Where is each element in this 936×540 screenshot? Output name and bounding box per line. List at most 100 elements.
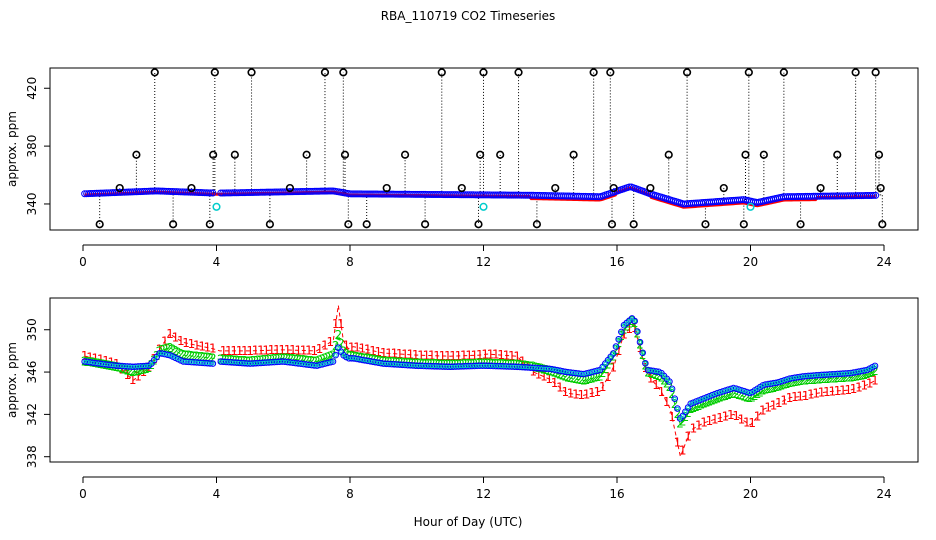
series-2-marker: 2 xyxy=(860,368,868,382)
series-2-marker: 2 xyxy=(505,357,513,371)
series-2-marker: 2 xyxy=(332,339,340,353)
series-3-point-inner xyxy=(686,405,690,410)
series-2-marker: 2 xyxy=(596,369,604,383)
bottom-x-tick-label: 8 xyxy=(346,487,354,501)
spike-point xyxy=(646,183,655,193)
series-2-marker: 2 xyxy=(428,357,436,371)
spike-point xyxy=(437,68,446,77)
series-2-marker: 2 xyxy=(246,354,254,368)
top-x-tick-label: 8 xyxy=(346,255,354,269)
bottom-y-axis-label: approx. ppm xyxy=(5,342,19,418)
series-2-marker: 2 xyxy=(577,373,585,387)
series-2-marker: 2 xyxy=(441,357,449,371)
series-2-marker: 2 xyxy=(770,381,778,395)
series-3-point-inner xyxy=(611,351,616,356)
series-3-point-inner xyxy=(670,387,674,391)
series-2-marker: 2 xyxy=(804,373,812,387)
series-1-marker: 1 xyxy=(401,347,409,361)
series-2-marker: 2 xyxy=(201,350,209,364)
series-2-marker: 2 xyxy=(863,367,871,381)
series-2-marker: 2 xyxy=(385,355,393,369)
spike-point xyxy=(741,150,750,159)
spike-point xyxy=(532,220,542,229)
series-2-marker: 2 xyxy=(754,387,762,401)
series-3-point xyxy=(327,358,334,366)
series-2-marker: 2 xyxy=(134,364,142,378)
series-2-marker: 2 xyxy=(759,384,767,398)
series-1-marker: 1 xyxy=(492,348,500,362)
series-1-marker: 1 xyxy=(252,344,260,358)
spike-point xyxy=(606,68,615,77)
spike-point xyxy=(874,150,884,159)
series-1-marker: 1 xyxy=(567,387,575,401)
series-2-marker: 2 xyxy=(153,349,161,363)
series-1-marker: 1 xyxy=(513,350,521,364)
series-1-marker: 1 xyxy=(380,346,388,360)
series-1-marker: 1 xyxy=(460,349,468,363)
series-1-marker: 1 xyxy=(439,349,447,363)
spike-point xyxy=(209,150,218,159)
series-3-point xyxy=(329,358,337,365)
series-1-marker: 1 xyxy=(220,344,228,358)
series-2-line xyxy=(84,318,876,427)
top-baseline-point xyxy=(872,191,880,199)
series-1-marker: 1 xyxy=(316,342,324,356)
series-2-marker: 2 xyxy=(732,387,740,401)
series-2-marker: 2 xyxy=(284,352,292,366)
series-2-marker: 2 xyxy=(132,364,140,378)
series-2-marker: 2 xyxy=(407,356,415,370)
series-2-marker: 2 xyxy=(217,352,225,366)
bottom-y-tick-label: 346 xyxy=(25,361,39,384)
spike-point xyxy=(816,183,825,193)
series-1-marker: 1 xyxy=(636,341,644,355)
series-1-marker: 1 xyxy=(722,410,730,424)
bottom-x-tick-label: 24 xyxy=(876,487,891,501)
series-1-marker: 1 xyxy=(278,343,286,357)
series-2-marker: 2 xyxy=(746,391,754,405)
spike-point xyxy=(796,220,805,229)
series-2-marker: 2 xyxy=(698,398,706,412)
series-2-marker: 2 xyxy=(564,371,572,385)
series-2-marker: 2 xyxy=(612,343,620,357)
series-2-marker: 2 xyxy=(674,407,682,421)
series-2-marker: 2 xyxy=(310,354,318,368)
series-2-marker: 2 xyxy=(204,351,212,365)
series-1-marker: 1 xyxy=(97,353,105,367)
series-1-marker: 1 xyxy=(348,340,356,354)
series-1-marker: 1 xyxy=(262,343,270,357)
series-2-marker: 2 xyxy=(289,352,297,366)
series-3-point-inner xyxy=(750,390,754,394)
series-3-point-inner xyxy=(643,361,648,366)
series-3-point xyxy=(332,351,339,359)
series-1-marker: 1 xyxy=(690,422,698,436)
series-3-point-inner xyxy=(603,361,608,366)
series-2-marker: 2 xyxy=(855,369,863,383)
series-1-marker: 1 xyxy=(182,336,190,350)
series-2-marker: 2 xyxy=(735,388,743,402)
series-2-marker: 2 xyxy=(198,350,206,364)
series-2-marker: 2 xyxy=(166,341,174,355)
series-1-marker: 1 xyxy=(711,412,719,426)
top-x-tick-label: 20 xyxy=(743,255,758,269)
spike-point xyxy=(457,183,466,193)
series-1-marker: 1 xyxy=(172,331,180,345)
series-2-marker: 2 xyxy=(305,354,313,368)
series-3 xyxy=(81,315,879,422)
series-2-marker: 2 xyxy=(126,364,134,378)
series-2-marker: 2 xyxy=(492,357,500,371)
series-1-marker: 1 xyxy=(642,361,650,375)
spike-point xyxy=(833,150,842,159)
series-3-point-inner xyxy=(341,353,346,358)
series-2-marker: 2 xyxy=(292,352,300,366)
series-2-marker: 2 xyxy=(762,383,770,397)
spike-point xyxy=(878,220,887,229)
series-1-marker: 1 xyxy=(476,348,484,362)
series-3-point-inner xyxy=(656,369,661,374)
series-2-marker: 2 xyxy=(500,357,508,371)
series-2-marker: 2 xyxy=(431,357,439,371)
series-1-marker: 1 xyxy=(343,338,351,352)
series-1-marker: 1 xyxy=(535,367,543,381)
series-3-point-inner xyxy=(614,344,618,349)
series-3-point xyxy=(610,350,617,357)
